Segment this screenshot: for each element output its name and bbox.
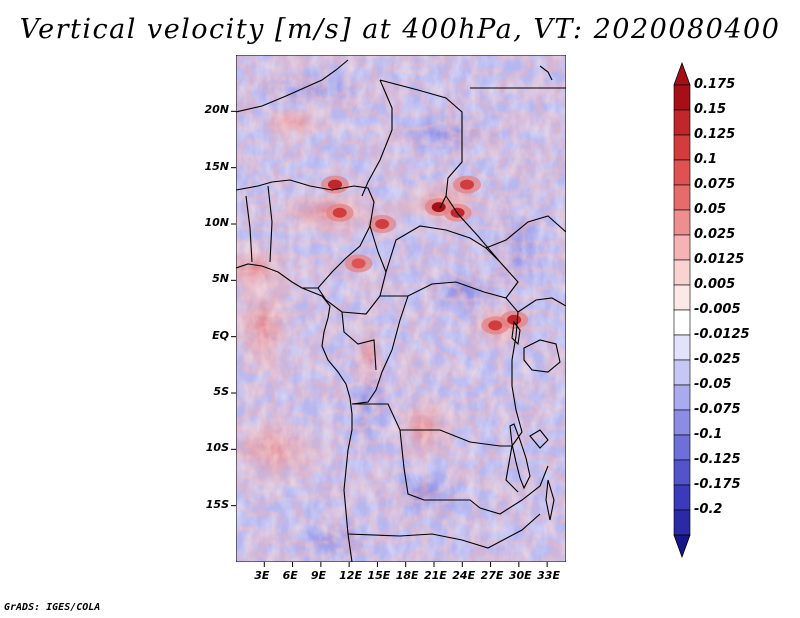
- zambia-border: [479, 465, 549, 515]
- algeria-niger-border: [236, 59, 349, 113]
- colorbar-level-label: -0.025: [694, 352, 741, 367]
- strong-updraft-cells: [321, 175, 529, 335]
- colorbar-level-label: 0.05: [694, 202, 727, 217]
- colorbar-level-label: -0.0125: [694, 327, 750, 342]
- angola-drc-border: [352, 403, 519, 493]
- lake-victoria: [523, 339, 561, 373]
- colorbar-swatch: [673, 509, 691, 536]
- colorbar-swatch: [673, 434, 691, 461]
- colorbar-swatch: [673, 484, 691, 511]
- colorbar-level-label: 0.075: [694, 177, 736, 192]
- lon-tick-label: 6E: [282, 569, 298, 582]
- colorbar-level-label: -0.005: [694, 302, 741, 317]
- gabon-congo-border: [341, 311, 377, 371]
- colorbar-level-label: 0.0125: [694, 252, 745, 267]
- lon-tick-label: 15E: [367, 569, 391, 582]
- colorbar-swatch: [673, 409, 691, 436]
- country-borders: [236, 59, 566, 562]
- colorbar-swatch: [673, 84, 691, 111]
- lake-malawi: [545, 479, 555, 521]
- niger-chad-libya-border: [361, 79, 393, 197]
- ghana-border: [245, 195, 253, 263]
- colorbar-swatch: [673, 159, 691, 186]
- car-border: [380, 225, 519, 299]
- lon-tick-label: 33E: [537, 569, 560, 582]
- longitude-ticks: [263, 562, 548, 567]
- lat-tick-label: 15N: [204, 159, 229, 173]
- lat-tick-label: 15S: [205, 497, 229, 511]
- namibia-border: [347, 513, 541, 549]
- lon-tick-label: 9E: [310, 569, 327, 582]
- colorbar-swatch: [673, 134, 691, 161]
- colorbar-level-label: -0.1: [694, 427, 723, 442]
- lat-tick-label: EQ: [212, 328, 229, 342]
- coastline: [236, 263, 353, 562]
- colorbar-level-label: -0.175: [694, 477, 741, 492]
- colorbar-swatch: [673, 459, 691, 486]
- field-texture-white: [236, 55, 566, 562]
- colorbar-level-label: -0.05: [694, 377, 732, 392]
- south-sudan-border: [485, 215, 566, 249]
- lake-tanganyika: [509, 423, 531, 490]
- colorbar-swatch: [673, 284, 691, 311]
- colorbar-swatch: [673, 234, 691, 261]
- colorbar-level-label: 0.005: [694, 277, 736, 292]
- libya-sudan-border: [379, 79, 463, 209]
- updraft-cell: [351, 258, 366, 269]
- colorbar-level-label: -0.2: [694, 502, 723, 517]
- lat-tick-label: 5S: [213, 385, 229, 398]
- rift-lakes: [529, 429, 549, 449]
- colorbar-level-label: 0.125: [694, 127, 736, 142]
- lat-tick-label: 20N: [204, 103, 229, 117]
- updraft-cell: [488, 320, 503, 331]
- updraft-cell: [431, 202, 446, 213]
- colorbar-top-arrow: [673, 61, 691, 86]
- lon-tick-label: 21E: [424, 569, 447, 582]
- latitude-ticks: [231, 110, 236, 507]
- lat-tick-label: 10S: [205, 441, 229, 455]
- lake-albert: [511, 320, 521, 346]
- colorbar-level-label: -0.075: [694, 402, 741, 417]
- updraft-cell: [332, 207, 347, 218]
- cameroon-border: [317, 225, 387, 315]
- lat-tick-label: 10N: [204, 216, 229, 229]
- colorbar-swatch: [673, 384, 691, 411]
- nigeria-border: [236, 179, 375, 289]
- lon-tick-label: 3E: [254, 569, 270, 582]
- colorbar-swatch: [673, 109, 691, 136]
- colorbar-level-label: 0.1: [694, 152, 718, 167]
- lon-tick-label: 18E: [395, 569, 419, 582]
- colorbar-swatch: [673, 334, 691, 361]
- colorbar-level-label: 0.15: [694, 102, 727, 117]
- lon-tick-label: 27E: [480, 569, 504, 582]
- chad-sudan-border: [445, 195, 501, 263]
- chart-title: Vertical velocity [m/s] at 400hPa, VT: 2…: [19, 14, 781, 45]
- uganda-kenya-border: [517, 297, 566, 313]
- colorbar-bottom-arrow: [673, 534, 691, 559]
- updraft-cell: [375, 219, 390, 229]
- colorbar-swatch: [673, 359, 691, 386]
- colorbar-swatch: [673, 309, 691, 336]
- lon-tick-label: 30E: [508, 569, 532, 582]
- congo-drc-border: [351, 295, 409, 405]
- lat-tick-label: 5N: [212, 272, 229, 286]
- colorbar-level-label: -0.125: [694, 452, 741, 467]
- egypt-nile-coast: [539, 65, 553, 81]
- updraft-cell: [460, 179, 474, 190]
- updraft-cell: [328, 179, 342, 190]
- angola-zambia-border: [399, 429, 481, 509]
- colorbar: [673, 61, 691, 559]
- colorbar-level-label: 0.175: [694, 77, 736, 92]
- lon-tick-label: 24E: [452, 569, 476, 582]
- colorbar-swatch: [673, 209, 691, 236]
- map-field: [236, 55, 566, 562]
- colorbar-swatch: [673, 259, 691, 286]
- colorbar-level-label: 0.025: [694, 227, 736, 242]
- benin-togo-border: [267, 185, 273, 263]
- drc-east-border: [505, 297, 523, 447]
- lon-tick-label: 12E: [339, 569, 362, 582]
- grads-credit: GrADS: IGES/COLA: [4, 602, 101, 613]
- colorbar-swatch: [673, 184, 691, 211]
